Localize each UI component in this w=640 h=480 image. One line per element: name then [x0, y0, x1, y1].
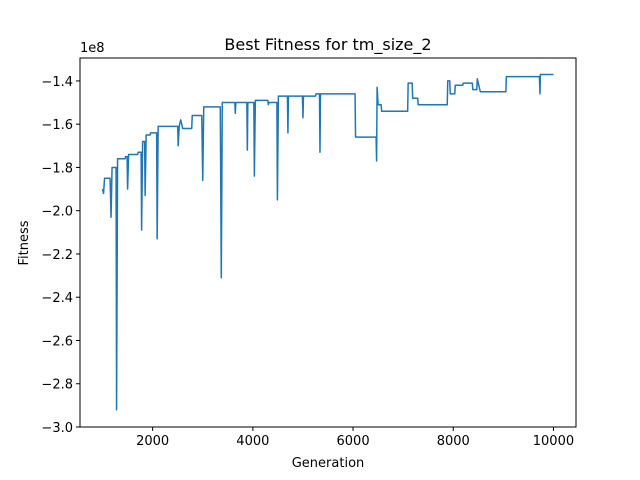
data-line	[101, 73, 554, 411]
y-tick-label: −2.8	[41, 378, 73, 393]
x-tick-label: 6000	[337, 434, 370, 449]
y-tick-label: −2.4	[41, 291, 73, 306]
y-tick-label: −2.0	[41, 205, 73, 220]
y-tick-label: −2.6	[41, 334, 73, 349]
y-tick-label: −3.0	[41, 421, 73, 436]
x-tick-label: 2000	[136, 434, 169, 449]
y-axis-label: Fitness	[17, 220, 32, 265]
x-axis-label: Generation	[292, 456, 365, 471]
chart-title: Best Fitness for tm_size_2	[224, 35, 431, 55]
y-tick-label: −2.2	[41, 248, 73, 263]
plot-frame	[79, 57, 577, 428]
y-tick-label: −1.8	[41, 161, 73, 176]
x-tick-label: 10000	[533, 434, 574, 449]
y-tick-label: −1.4	[41, 75, 73, 90]
y-tick-label: −1.6	[41, 118, 73, 133]
y-offset-label: 1e8	[80, 41, 105, 56]
x-tick-label: 4000	[236, 434, 269, 449]
x-tick-label: 8000	[437, 434, 470, 449]
